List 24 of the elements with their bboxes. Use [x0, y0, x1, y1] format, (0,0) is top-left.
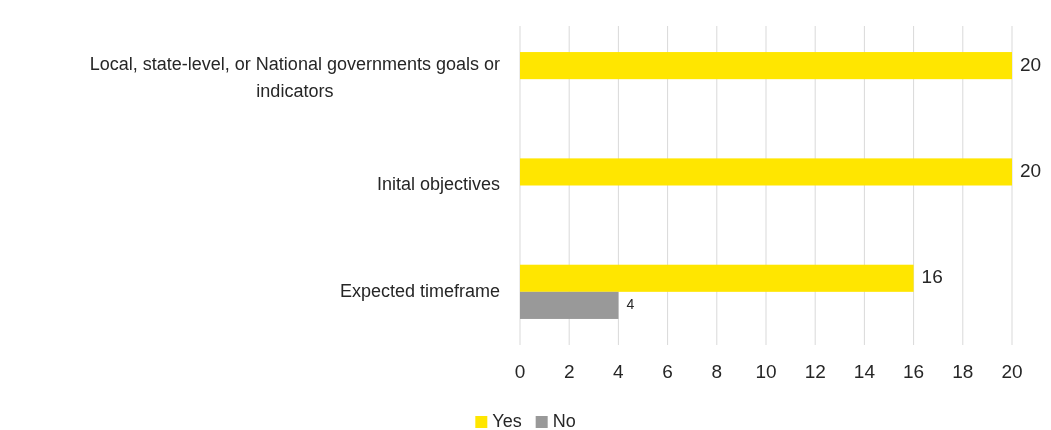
- bar: [520, 264, 914, 292]
- x-tick-label: 4: [613, 361, 625, 383]
- x-tick-label: 18: [952, 361, 974, 383]
- bar: [520, 291, 619, 319]
- y-tick-label: Expected timeframe: [339, 280, 501, 301]
- x-tick-label: 2: [563, 361, 575, 383]
- x-tick-label: 10: [755, 361, 777, 383]
- y-tick-label: Local, state-level, or National governments goals or indicators: [89, 54, 500, 102]
- bar: [520, 52, 1012, 80]
- data-label: 4: [626, 296, 635, 313]
- data-label: 20: [1020, 159, 1042, 181]
- x-tick-label: 8: [711, 361, 723, 383]
- x-tick-label: 14: [853, 361, 876, 383]
- x-tick-label: 0: [514, 361, 526, 383]
- x-tick-label: 6: [662, 361, 673, 383]
- legend-label: No: [552, 410, 576, 430]
- y-tick-label: Inital objectives: [376, 174, 501, 195]
- x-tick-label: 12: [804, 361, 826, 383]
- data-label: 16: [921, 266, 943, 288]
- data-label: 20: [1020, 53, 1042, 75]
- x-tick-label: 16: [903, 361, 925, 383]
- legend-label: Yes: [492, 410, 522, 430]
- bar: [520, 158, 1012, 186]
- x-tick-label: 20: [1001, 361, 1023, 383]
